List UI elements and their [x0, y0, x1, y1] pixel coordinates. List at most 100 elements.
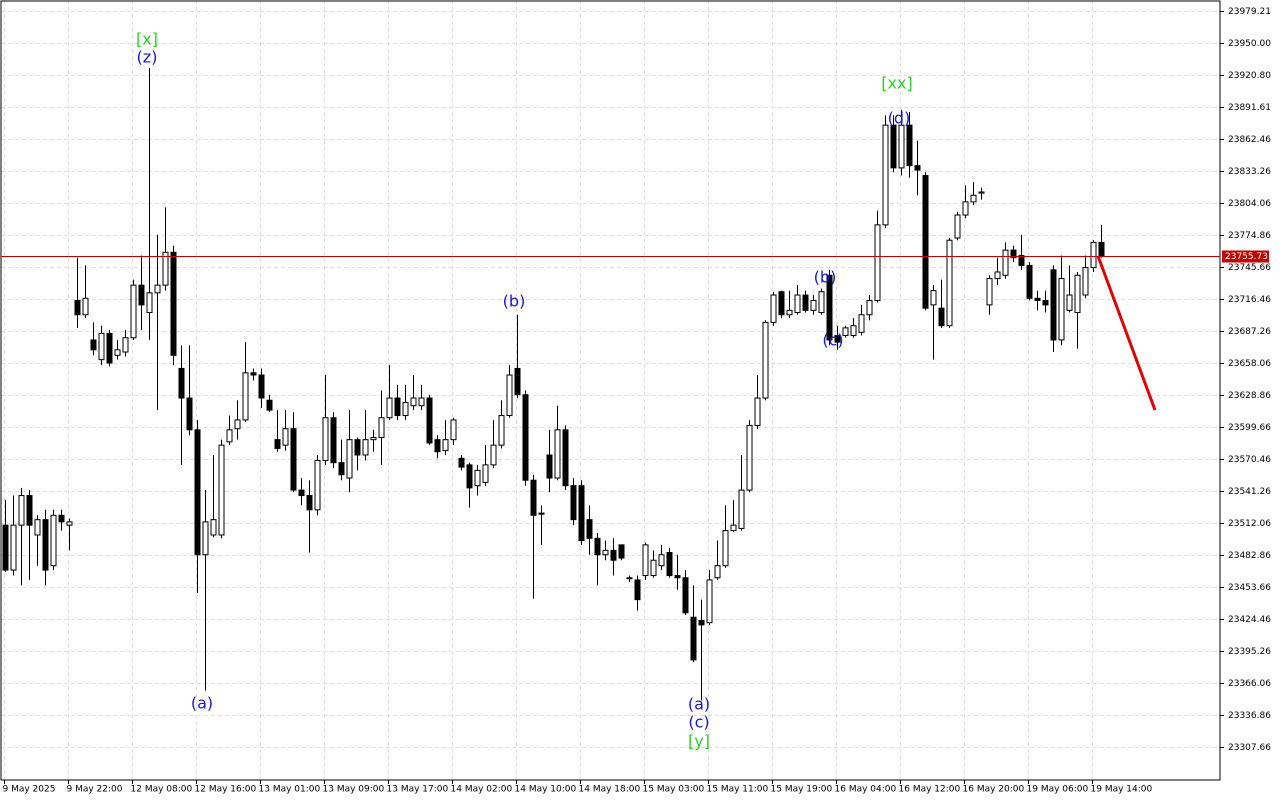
candle-body	[890, 124, 897, 169]
x-tick-label: 16 May 20:00	[963, 785, 1025, 795]
y-tick-label: 23950.00	[1228, 39, 1271, 49]
candle-body	[34, 519, 41, 536]
candle-body	[874, 224, 881, 301]
candle-body	[746, 424, 753, 491]
candle-body	[858, 314, 865, 333]
y-tick-label: 23424.46	[1228, 615, 1271, 625]
wave-label: [xx]	[881, 74, 912, 93]
candle-body	[986, 278, 993, 306]
candle-body	[634, 579, 641, 601]
x-tick-label: 16 May 12:00	[899, 785, 961, 795]
candle-body	[122, 337, 129, 353]
candle-body	[554, 429, 561, 479]
candle-body	[914, 165, 921, 171]
y-tick-label: 23512.06	[1228, 519, 1271, 529]
y-tick-label: 23307.66	[1228, 743, 1271, 753]
wave-label: (b)	[814, 268, 837, 287]
x-tick-label: 14 May 18:00	[579, 785, 641, 795]
candle-body	[626, 577, 633, 580]
candle-body	[674, 575, 681, 579]
candle-body	[866, 299, 873, 316]
x-tick-label: 14 May 10:00	[515, 785, 577, 795]
candle-body	[490, 444, 497, 466]
candle-body	[946, 239, 953, 327]
candle-body	[762, 321, 769, 399]
wave-label: [y]	[688, 732, 710, 751]
x-tick-label: 16 May 04:00	[835, 785, 897, 795]
candle-body	[530, 479, 537, 516]
candle-body	[778, 291, 785, 316]
candle-body	[650, 559, 657, 577]
candle-body	[58, 514, 65, 523]
y-tick-label: 23453.66	[1228, 583, 1271, 593]
candle-body	[410, 397, 417, 407]
wave-label: (c)	[688, 713, 709, 732]
y-tick-label: 23979.21	[1228, 7, 1271, 17]
y-tick-label: 23366.06	[1228, 679, 1271, 689]
candle-body	[66, 521, 73, 526]
candle-body	[522, 394, 529, 481]
candle-body	[42, 519, 49, 571]
candle-body	[450, 419, 457, 441]
candle-body	[194, 429, 201, 556]
candle-body	[210, 519, 217, 536]
x-tick-label: 14 May 02:00	[451, 785, 513, 795]
y-tick-label: 23774.86	[1228, 231, 1271, 241]
candle-body	[298, 489, 305, 497]
candle-body	[346, 439, 353, 479]
candle-body	[602, 549, 609, 556]
candle-body	[730, 524, 737, 532]
candle-body	[282, 428, 289, 446]
y-tick-label: 23482.86	[1228, 551, 1271, 561]
candle-body	[546, 454, 553, 479]
wave-label: (a)	[688, 695, 710, 714]
candle-body	[578, 485, 585, 541]
candle-body	[242, 372, 249, 421]
candle-body	[906, 124, 913, 167]
candle-body	[90, 339, 97, 351]
candle-body	[970, 194, 977, 203]
candle-body	[618, 544, 625, 559]
candle-body	[658, 554, 665, 567]
x-tick-label: 13 May 17:00	[387, 785, 449, 795]
candle-body	[1026, 264, 1033, 299]
candle-body	[306, 495, 313, 511]
candles	[2, 68, 1105, 701]
x-tick-label: 12 May 16:00	[195, 785, 257, 795]
y-tick-label: 23833.26	[1228, 167, 1271, 177]
candle-body	[82, 297, 89, 316]
candle-body	[690, 616, 697, 661]
candle-body	[714, 565, 721, 579]
candle-body	[770, 294, 777, 323]
candle-body	[818, 291, 825, 314]
wave-label: (c)	[822, 331, 843, 350]
candle-body	[50, 514, 57, 567]
y-tick-label: 23336.86	[1228, 711, 1271, 721]
candle-body	[538, 512, 545, 515]
x-tick-label: 9 May 2025	[3, 785, 56, 795]
x-tick-label: 9 May 22:00	[67, 785, 123, 795]
x-tick-label: 19 May 14:00	[1091, 785, 1153, 795]
y-tick-label: 23599.66	[1228, 423, 1271, 433]
candle-body	[738, 489, 745, 529]
candle-body	[74, 299, 81, 316]
candle-body	[1002, 249, 1009, 276]
x-tick-label: 15 May 11:00	[707, 785, 769, 795]
grid	[1, 0, 1220, 780]
candle-body	[202, 521, 209, 556]
y-tick-label: 23628.86	[1228, 391, 1271, 401]
candle-body	[154, 284, 161, 294]
y-tick-label: 23395.26	[1228, 647, 1271, 657]
y-tick-label: 23745.66	[1228, 263, 1271, 273]
wave-label: (a)	[191, 694, 213, 713]
candle-body	[114, 349, 121, 356]
candle-body	[666, 552, 673, 577]
candle-body	[794, 294, 801, 314]
candle-body	[1018, 255, 1025, 266]
candle-body	[842, 327, 849, 337]
candle-body	[418, 397, 425, 407]
y-tick-label: 23804.06	[1228, 199, 1271, 209]
candle-body	[938, 307, 945, 327]
candle-body	[290, 428, 297, 491]
